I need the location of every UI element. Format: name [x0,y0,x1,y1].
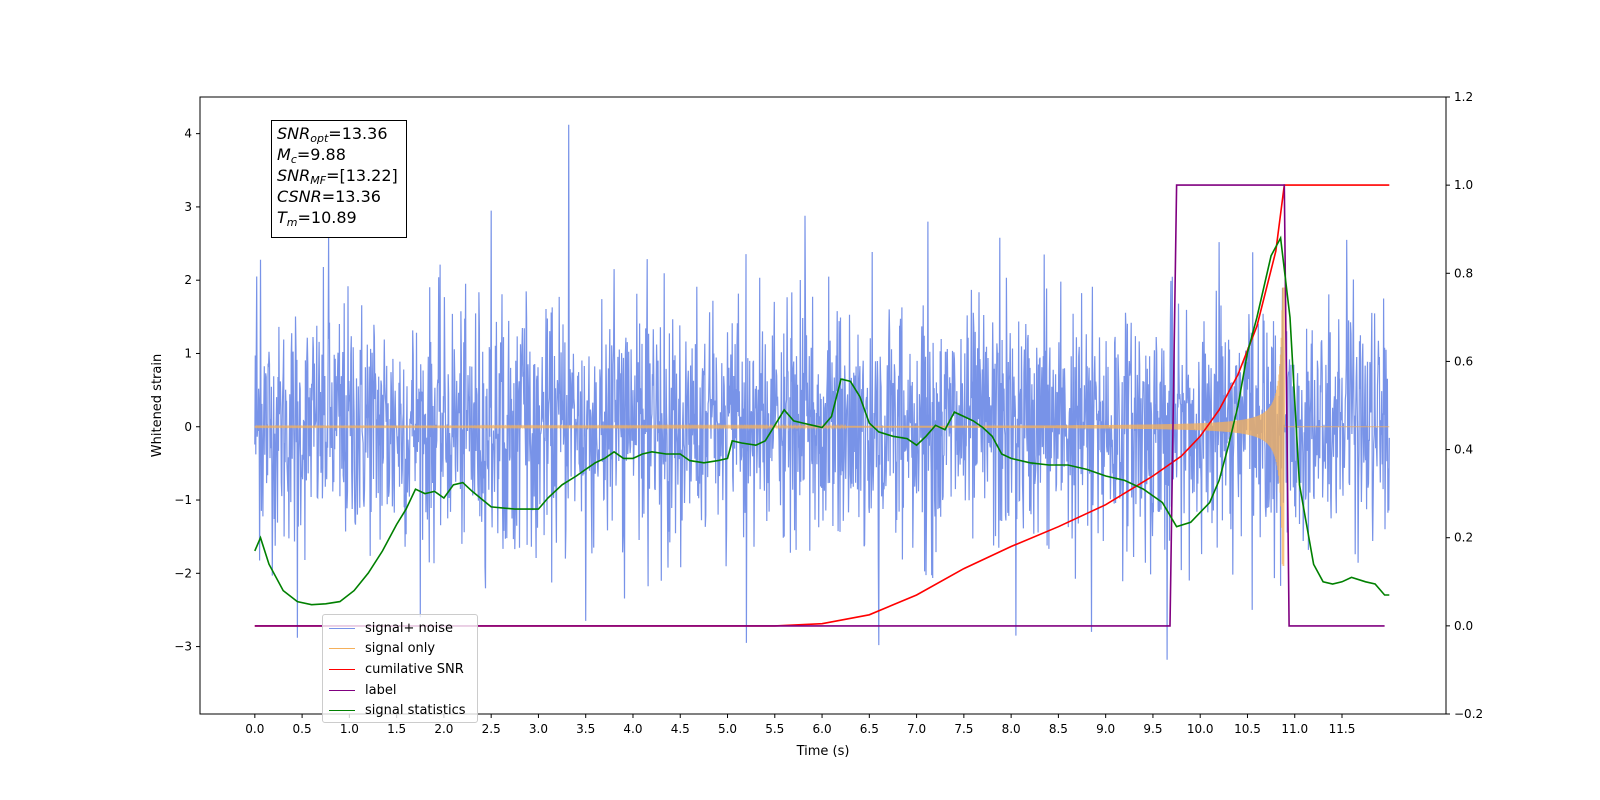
x-tick-label: 1.0 [340,722,359,736]
y2-axis-ticks: −0.2 0.0 0.2 0.4 0.6 0.8 1.0 1.2 [1446,90,1483,721]
stats-csnr: CSNR=13.36 [277,187,381,206]
x-tick-label: 7.5 [954,722,973,736]
series-signal-only [254,287,1390,567]
legend-swatch [329,627,355,629]
stats-tm: Tm=10.89 [277,208,357,229]
line-signal-plus-noise [254,124,1390,660]
x-tick-label: 4.0 [623,722,642,736]
y-tick-label: 0 [184,420,192,434]
y2-tick-label: 1.0 [1454,178,1473,192]
line-label [254,184,1385,627]
stats-mc-value: =9.88 [296,145,346,164]
series-signal-plus-noise [254,124,1390,660]
legend-item: signal only [329,639,477,660]
x-tick-label: 7.0 [907,722,926,736]
right-axis-series [254,184,1390,627]
x-tick-label: 5.5 [765,722,784,736]
stats-snr-mf-value: =[13.22] [326,166,398,185]
line-signal-only [254,287,1390,567]
stats-csnr-value: =13.36 [321,187,381,206]
y-tick-label: −3 [174,640,192,654]
y-tick-label: 3 [184,200,192,214]
x-tick-label: 5.0 [718,722,737,736]
legend-swatch [329,689,355,691]
x-tick-label: 4.5 [671,722,690,736]
legend-swatch [329,710,355,712]
y2-tick-label: 1.2 [1454,90,1473,104]
x-tick-label: 0.5 [293,722,312,736]
x-tick-label: 10.0 [1187,722,1214,736]
y-axis-label: Whitened strain [150,354,165,457]
y-tick-label: −2 [174,566,192,580]
x-tick-label: 11.5 [1329,722,1356,736]
x-tick-label: 2.5 [482,722,501,736]
x-tick-label: 2.0 [434,722,453,736]
x-tick-label: 6.0 [813,722,832,736]
x-tick-label: 0.0 [245,722,264,736]
legend-label: signal+ noise [365,620,454,636]
y2-tick-label: 0.0 [1454,619,1473,633]
y-tick-label: 2 [184,273,192,287]
stats-snr-opt-value: =13.36 [328,124,388,143]
y-tick-label: −1 [174,493,192,507]
x-tick-label: 9.0 [1096,722,1115,736]
x-tick-label: 6.5 [860,722,879,736]
stats-mc: Mc=9.88 [277,145,346,166]
y2-tick-label: 0.6 [1454,354,1473,368]
legend-item: signal+ noise [329,618,477,639]
y-tick-label: 4 [184,127,192,141]
x-tick-label: 3.5 [576,722,595,736]
legend-swatch [329,648,355,650]
legend-label: label [365,682,397,698]
y2-tick-label: 0.2 [1454,531,1473,545]
y2-tick-label: 0.8 [1454,266,1473,280]
y2-tick-label: −0.2 [1454,707,1483,721]
x-axis-label: Time (s) [796,744,850,759]
x-tick-label: 10.5 [1234,722,1261,736]
x-tick-label: 3.0 [529,722,548,736]
y2-tick-label: 0.4 [1454,443,1473,457]
stats-box: SNRopt=13.36 Mc=9.88 SNRMF=[13.22] CSNR=… [271,120,407,238]
x-tick-label: 1.5 [387,722,406,736]
stats-tm-value: =10.89 [297,208,357,227]
x-tick-label: 8.5 [1049,722,1068,736]
legend-label: signal only [365,641,436,657]
stats-snr-opt: SNRopt=13.36 [277,124,388,145]
y-tick-label: 1 [184,346,192,360]
legend-item: label [329,680,477,701]
x-tick-label: 11.0 [1281,722,1308,736]
line-cumilative-snr [254,184,1390,627]
x-tick-label: 9.5 [1143,722,1162,736]
legend-item: signal statistics [329,700,477,721]
legend-label: cumilative SNR [365,661,464,677]
legend: signal+ noise signal only cumilative SNR… [322,614,478,723]
stats-snr-mf: SNRMF=[13.22] [277,166,398,187]
line-signal-statistics [254,235,1390,606]
x-axis-ticks: 0.0 0.5 1.0 1.5 2.0 2.5 3.0 3.5 4.0 4.5 5.0 5.5 6.0 6… [245,714,1355,736]
legend-item: cumilative SNR [329,659,477,680]
legend-label: signal statistics [365,703,466,719]
legend-swatch [329,668,355,670]
y-axis-ticks: −3 −2 −1 0 1 2 3 4 [174,127,200,654]
plot-frame [199,96,1447,715]
x-tick-label: 8.0 [1002,722,1021,736]
